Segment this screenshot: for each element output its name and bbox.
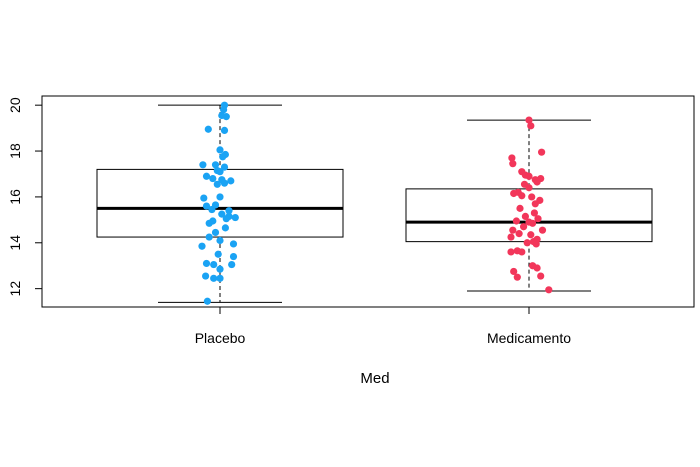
point-placebo: [211, 161, 220, 169]
point-medicamento: [509, 160, 517, 168]
point-placebo: [213, 180, 221, 188]
point-placebo: [227, 177, 235, 185]
point-medicamento: [537, 174, 545, 183]
point-medicamento: [533, 264, 541, 272]
point-placebo: [216, 236, 224, 245]
point-placebo: [214, 250, 222, 258]
point-placebo: [220, 106, 228, 114]
point-medicamento: [521, 212, 530, 221]
y-tick-label: 20: [7, 97, 23, 113]
point-placebo: [219, 153, 227, 161]
point-placebo: [208, 205, 216, 214]
point-placebo: [209, 174, 217, 183]
point-placebo: [216, 193, 224, 201]
point-medicamento: [538, 226, 547, 234]
point-placebo: [204, 125, 212, 133]
y-tick-label: 12: [7, 281, 23, 297]
x-tick-label: Medicamento: [487, 330, 571, 346]
point-placebo: [225, 207, 233, 215]
point-placebo: [216, 146, 224, 154]
box-placebo: [96, 104, 344, 303]
point-medicamento: [508, 154, 516, 162]
y-tick-label: 18: [7, 143, 23, 159]
point-medicamento: [512, 217, 521, 225]
plot-frame: [41, 95, 695, 308]
point-medicamento: [523, 239, 531, 247]
y-tick-label: 14: [7, 235, 23, 251]
point-medicamento: [520, 223, 528, 231]
x-axis: Placebo Medicamento: [195, 306, 571, 346]
point-medicamento: [525, 116, 533, 124]
point-placebo: [210, 274, 218, 282]
box-medicamento: [405, 119, 653, 292]
point-placebo: [200, 194, 208, 202]
point-medicamento: [510, 189, 518, 198]
point-placebo: [202, 259, 211, 268]
point-placebo: [199, 161, 207, 169]
point-medicamento: [510, 267, 518, 276]
point-placebo: [220, 126, 229, 135]
point-placebo: [229, 240, 238, 248]
point-placebo: [205, 219, 213, 227]
point-placebo: [221, 224, 229, 232]
point-placebo: [203, 297, 211, 305]
point-medicamento: [527, 231, 535, 239]
point-medicamento: [538, 148, 546, 156]
point-medicamento: [525, 172, 533, 180]
point-medicamento: [531, 200, 539, 208]
point-medicamento: [545, 286, 553, 294]
point-medicamento: [509, 226, 517, 234]
point-medicamento: [525, 184, 533, 192]
point-medicamento: [527, 122, 535, 130]
point-medicamento: [515, 230, 523, 238]
point-placebo: [231, 213, 239, 222]
point-medicamento: [529, 219, 537, 227]
point-placebo: [216, 274, 224, 282]
point-placebo: [222, 113, 230, 121]
point-placebo: [228, 260, 236, 269]
point-placebo: [202, 202, 211, 210]
y-tick-label: 16: [7, 189, 23, 205]
point-placebo: [210, 260, 218, 269]
point-medicamento: [507, 233, 515, 241]
point-placebo: [211, 228, 220, 237]
point-medicamento: [528, 193, 536, 201]
point-medicamento: [507, 248, 515, 256]
point-medicamento: [532, 240, 540, 248]
point-medicamento: [518, 192, 526, 200]
point-medicamento: [530, 209, 539, 217]
point-placebo: [229, 252, 238, 261]
point-placebo: [202, 172, 211, 180]
point-placebo: [222, 215, 230, 223]
point-medicamento: [534, 215, 542, 223]
point-placebo: [216, 265, 224, 273]
x-tick-label: Placebo: [195, 330, 246, 346]
point-placebo: [198, 242, 206, 250]
boxes: [96, 104, 653, 303]
point-placebo: [218, 210, 226, 218]
point-medicamento: [513, 273, 521, 281]
point-placebo: [220, 179, 229, 187]
y-axis: 12 14 16 18 20: [7, 97, 43, 297]
point-placebo: [202, 272, 210, 280]
jitter-points: [198, 101, 553, 305]
point-placebo: [205, 233, 213, 241]
point-placebo: [216, 168, 224, 176]
point-medicamento: [518, 248, 526, 256]
point-medicamento: [537, 272, 545, 280]
x-axis-title: Med: [360, 370, 389, 387]
point-medicamento: [516, 204, 524, 212]
point-placebo: [220, 163, 229, 171]
